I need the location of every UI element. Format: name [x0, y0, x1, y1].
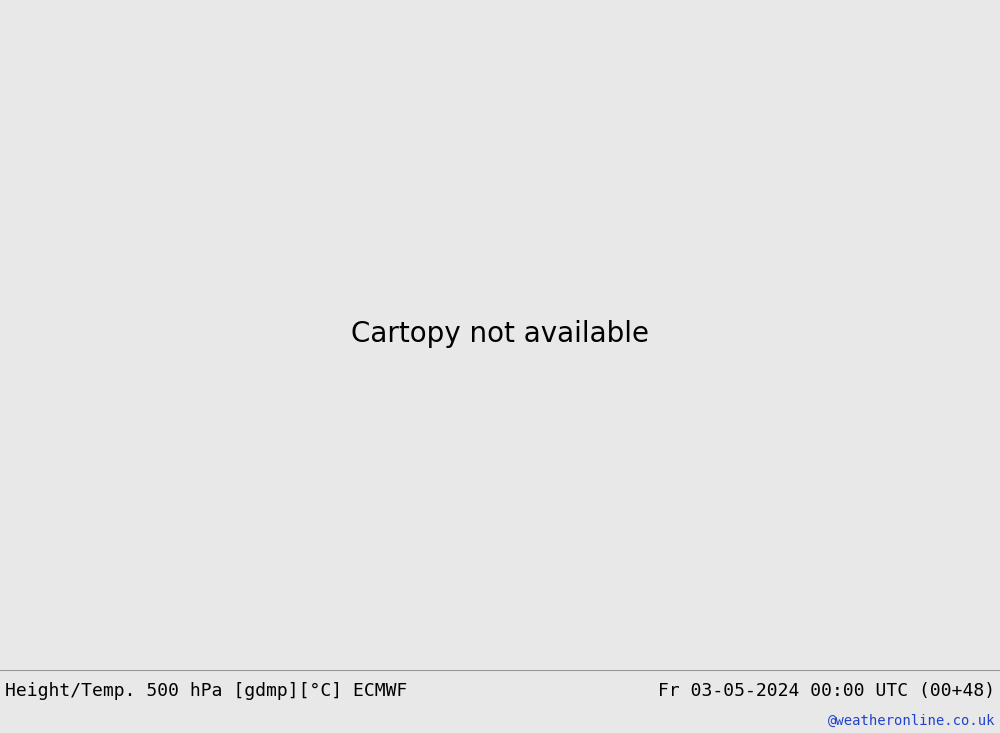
Text: Cartopy not available: Cartopy not available	[351, 320, 649, 347]
Text: Fr 03-05-2024 00:00 UTC (00+48): Fr 03-05-2024 00:00 UTC (00+48)	[658, 682, 995, 700]
Text: Height/Temp. 500 hPa [gdmp][°C] ECMWF: Height/Temp. 500 hPa [gdmp][°C] ECMWF	[5, 682, 407, 700]
Text: @weatheronline.co.uk: @weatheronline.co.uk	[828, 714, 995, 728]
